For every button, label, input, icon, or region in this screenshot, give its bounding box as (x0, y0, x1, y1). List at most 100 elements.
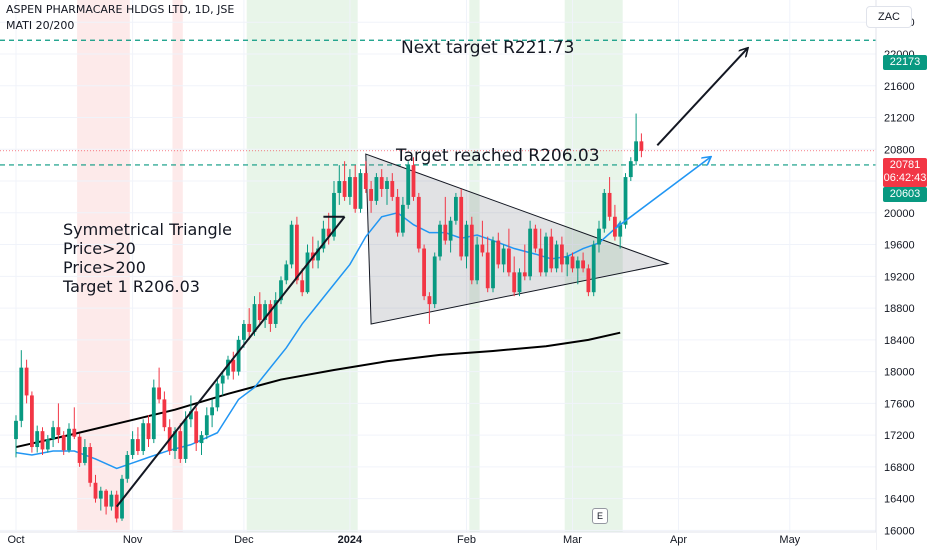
candle-body (565, 256, 570, 265)
candle-body (146, 423, 151, 440)
candle-body (19, 367, 24, 421)
candle (199, 431, 204, 455)
candle (395, 188, 400, 237)
candle-body (591, 244, 596, 293)
candle-body (56, 427, 61, 436)
candle (289, 220, 294, 269)
candle (432, 252, 437, 309)
candle-body (586, 268, 591, 293)
candle (491, 236, 495, 293)
candle (151, 379, 156, 444)
candle (485, 236, 490, 293)
candle-body (602, 192, 607, 229)
x-tick-label: Apr (670, 534, 687, 546)
candle (300, 268, 305, 297)
candle-body (618, 224, 623, 237)
candle-body (220, 375, 225, 384)
target-price-badge: 22173 (883, 55, 927, 70)
candle-body (517, 272, 522, 293)
candle (416, 192, 421, 253)
candle (136, 427, 140, 455)
x-tick-label: Dec (234, 534, 254, 546)
candle (353, 165, 358, 213)
candle-body (194, 411, 199, 444)
candle (454, 192, 458, 225)
candle (130, 431, 135, 459)
y-tick-label: 17600 (884, 398, 915, 410)
candle-body (512, 272, 517, 293)
candle (480, 220, 485, 257)
candle-body (83, 447, 87, 463)
candle-body (236, 339, 241, 372)
candle-body (226, 359, 230, 376)
candle-body (268, 304, 273, 324)
candle (565, 252, 570, 277)
candle-body (613, 216, 617, 237)
candle-body (204, 415, 209, 436)
candle (109, 490, 114, 511)
candle (98, 486, 103, 511)
candle-body (485, 252, 490, 289)
candle (374, 173, 379, 205)
candle (469, 216, 474, 285)
candle-body (538, 248, 543, 273)
candle (448, 216, 453, 253)
candle-body (40, 431, 45, 450)
candle-body (337, 181, 342, 193)
candle (586, 264, 591, 297)
candle (247, 308, 252, 340)
candle (549, 228, 554, 273)
candle-body (24, 367, 29, 396)
candle (363, 161, 368, 193)
y-tick-label: 18800 (884, 303, 915, 315)
candle (220, 371, 225, 396)
candle-body (358, 173, 363, 209)
currency-selector[interactable]: ZAC (866, 6, 912, 28)
y-tick-label: 19200 (884, 271, 915, 283)
candle (56, 403, 61, 444)
candle (268, 300, 273, 332)
candle (623, 173, 628, 229)
candle-body (432, 256, 437, 305)
candle (570, 252, 575, 273)
candle (613, 204, 617, 241)
candle-body (475, 244, 479, 281)
candle-body (77, 436, 82, 463)
candlestick-series (14, 113, 644, 523)
candle-body (374, 177, 379, 201)
candle (194, 407, 199, 452)
breakout-arrow (656, 48, 747, 146)
candle-body (570, 256, 575, 269)
symbol-title[interactable]: ASPEN PHARMACARE HLDGS LTD, 1D, JSE (6, 3, 235, 16)
candle-body (326, 228, 331, 237)
price-axis-bg (876, 0, 932, 550)
candle (141, 419, 146, 455)
candle-body (332, 192, 336, 237)
candle (284, 260, 289, 285)
y-tick-label: 21600 (884, 81, 915, 93)
pattern-line: Price>20 (63, 239, 136, 258)
candle-body (51, 427, 55, 440)
earnings-event-marker[interactable]: E (592, 508, 608, 524)
candle (501, 244, 506, 273)
candle-body (199, 435, 204, 444)
indicator-label[interactable]: MATI 20/200 (6, 19, 75, 32)
pattern-line: Price>200 (63, 258, 146, 277)
candle (639, 133, 644, 158)
candle-body (98, 490, 103, 499)
candle (538, 228, 543, 277)
x-tick-label: Feb (457, 534, 476, 546)
candle-body (369, 188, 373, 201)
candle (475, 236, 479, 285)
candle (326, 212, 331, 245)
target-reached-label: Target reached R206.03 (396, 146, 600, 166)
candle-body (67, 428, 71, 451)
candle (390, 173, 395, 201)
candle-body (289, 224, 294, 265)
candle-body (189, 411, 193, 420)
candle-body (597, 228, 601, 245)
candle (24, 359, 29, 404)
x-tick-label: 2024 (338, 534, 363, 546)
candle (146, 415, 151, 448)
